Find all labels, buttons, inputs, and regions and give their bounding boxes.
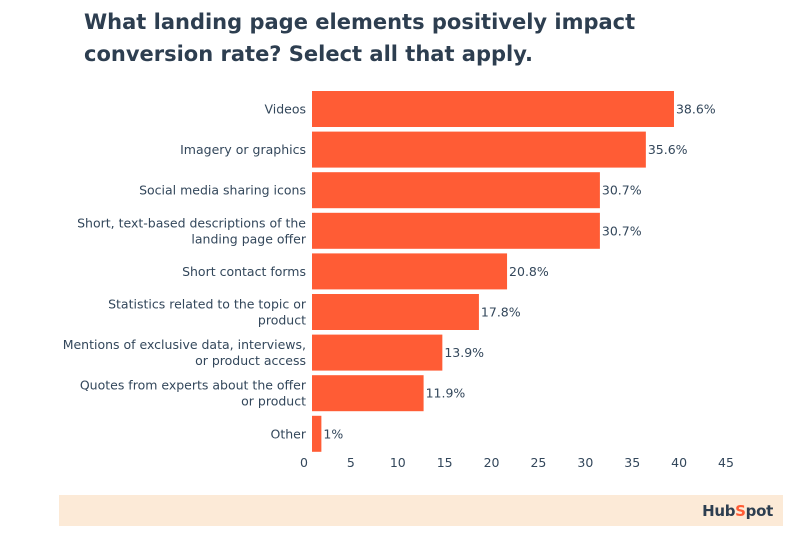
value-label: 30.7% <box>602 183 642 198</box>
x-tick-label: 40 <box>671 455 687 470</box>
x-tick-label: 0 <box>300 455 308 470</box>
x-tick-label: 35 <box>624 455 640 470</box>
value-label: 20.8% <box>509 264 549 279</box>
category-label: Videos <box>264 102 306 117</box>
category-label: or product access <box>195 353 306 368</box>
hubspot-logo: HubSpot <box>702 502 773 520</box>
category-label: landing page offer <box>191 231 306 246</box>
category-label: Imagery or graphics <box>180 142 306 157</box>
bar <box>312 212 600 249</box>
bar <box>312 294 479 330</box>
bar <box>312 375 424 412</box>
x-tick-label: 25 <box>530 455 546 470</box>
category-label: product <box>258 313 306 328</box>
category-label: Short contact forms <box>182 264 306 279</box>
x-tick-label: 30 <box>577 455 593 470</box>
category-label: Quotes from experts about the offer <box>80 378 307 393</box>
bar <box>312 91 674 127</box>
footer-banner: HubSpot <box>59 495 783 526</box>
category-label: Other <box>271 426 307 441</box>
bar <box>312 131 646 168</box>
x-tick-label: 45 <box>718 455 734 470</box>
value-label: 35.6% <box>648 142 688 157</box>
value-label: 1% <box>323 426 343 441</box>
bar <box>312 415 322 452</box>
value-label: 13.9% <box>444 345 484 360</box>
category-label: Social media sharing icons <box>139 183 306 198</box>
category-label: Mentions of exclusive data, interviews, <box>63 337 306 352</box>
x-tick-label: 5 <box>347 455 355 470</box>
value-label: 38.6% <box>676 102 716 117</box>
value-label: 11.9% <box>426 386 466 401</box>
bar <box>312 253 508 290</box>
x-tick-label: 20 <box>484 455 500 470</box>
value-label: 17.8% <box>481 305 521 320</box>
category-label: or product <box>241 394 306 409</box>
category-label: Short, text-based descriptions of the <box>77 215 306 230</box>
value-label: 30.7% <box>602 223 642 238</box>
category-label: Statistics related to the topic or <box>108 297 307 312</box>
bar <box>312 172 600 209</box>
chart-title: What landing page elements positively im… <box>84 10 636 66</box>
x-tick-label: 15 <box>437 455 453 470</box>
bar <box>312 334 443 371</box>
x-tick-label: 10 <box>390 455 406 470</box>
